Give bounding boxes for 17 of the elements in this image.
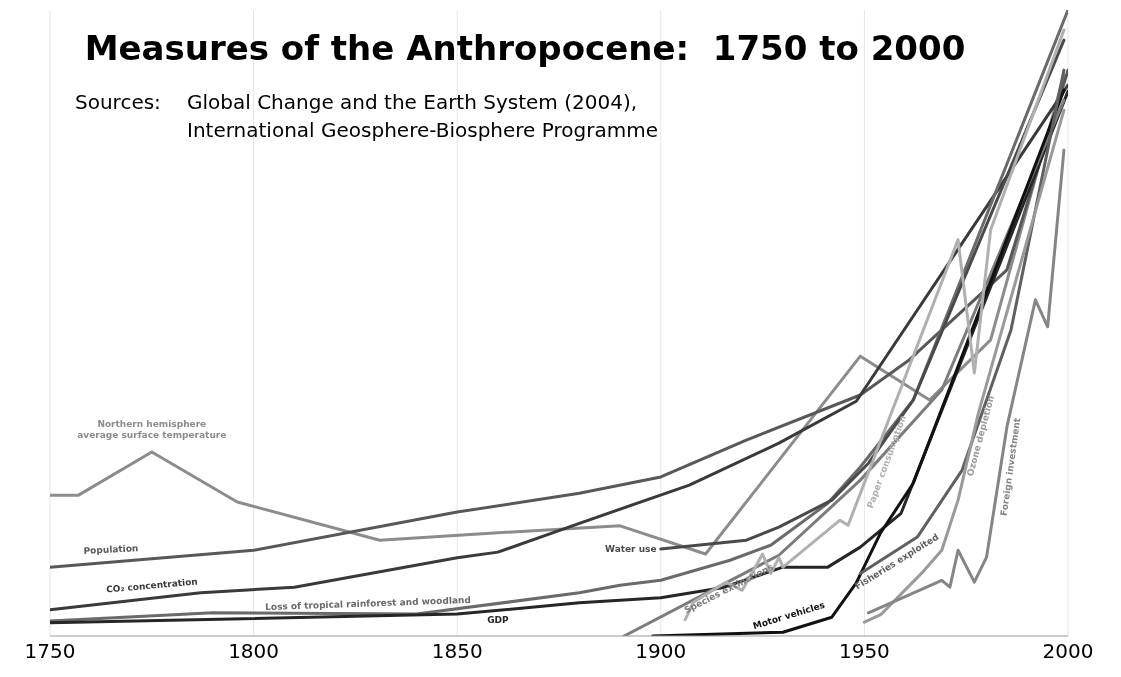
series-label: Water use (605, 543, 657, 555)
annotation: Global Change and the Earth System (2004), (187, 89, 638, 116)
series-label: GDP (487, 614, 509, 626)
x-tick-label: 2000 (1042, 639, 1094, 664)
x-tick-label: 1750 (24, 639, 76, 664)
series-label: CO₂ concentration (105, 576, 199, 596)
x-tick-label: 1850 (431, 639, 483, 664)
text: Measures of the Anthropocene: 1750 to 2000 (83, 28, 967, 68)
series-label: Population (83, 543, 139, 557)
x-tick-label: 1800 (228, 639, 280, 664)
series-label: Loss of tropical rainforest and woodland (264, 594, 471, 613)
x-tick-label: 1900 (635, 639, 687, 664)
annotation: International Geosphere-Biosphere Programme (187, 117, 658, 144)
x-tick-label: 1950 (838, 639, 890, 664)
text: Foreign investment (998, 417, 1024, 517)
text: Northern hemisphere average surface temperature (76, 418, 227, 441)
annotation: Sources: (75, 89, 161, 116)
